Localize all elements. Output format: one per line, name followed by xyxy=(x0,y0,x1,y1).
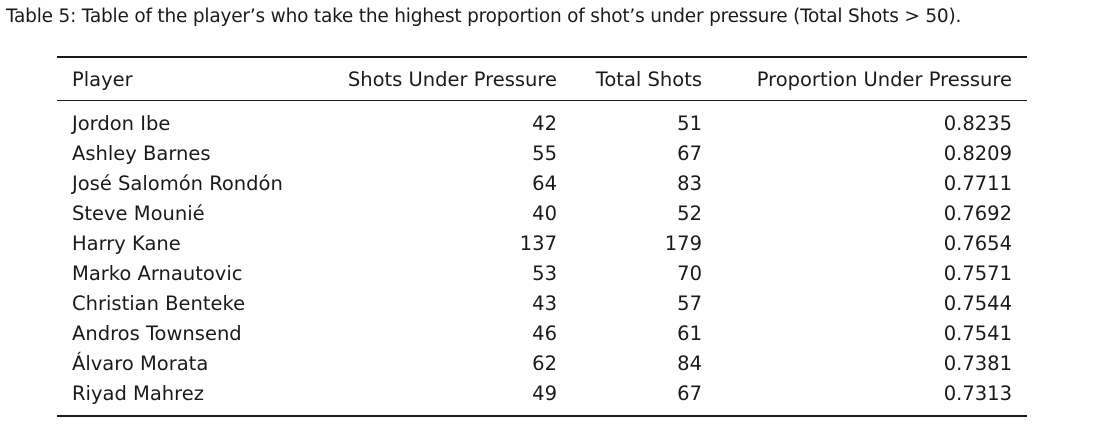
player-cell: Riyad Mahrez xyxy=(57,379,319,417)
header-proportion-under-pressure: Proportion Under Pressure xyxy=(717,56,1027,101)
player-cell: Jordon Ibe xyxy=(72,112,171,135)
player-cell: Christian Benteke xyxy=(72,292,246,315)
table-body: Jordon Ibe 42 51 0.8235 Ashley Barnes 55 67 0.8… xyxy=(57,101,1027,417)
proportion-cell: 0.8235 xyxy=(943,112,1012,135)
proportion-cell: 0.8209 xyxy=(943,142,1012,165)
header-total-shots: Total Shots xyxy=(572,56,717,101)
shots-under-pressure-cell: 62 xyxy=(532,352,557,375)
proportion-cell: 0.7313 xyxy=(717,379,1027,417)
shots-under-pressure-cell: 40 xyxy=(532,202,557,225)
shots-under-pressure-cell: 137 xyxy=(519,232,557,255)
shots-under-pressure-cell: 49 xyxy=(319,379,572,417)
player-cell: Harry Kane xyxy=(72,232,181,255)
proportion-cell: 0.7541 xyxy=(943,322,1012,345)
table-row: Andros Townsend 46 61 0.7541 xyxy=(57,319,1027,349)
table-caption: Table 5: Table of the player’s who take … xyxy=(6,6,962,27)
total-shots-cell: 70 xyxy=(677,262,702,285)
proportion-cell: 0.7544 xyxy=(943,292,1012,315)
table-row: Harry Kane 137 179 0.7654 xyxy=(57,229,1027,259)
player-cell: Steve Mounié xyxy=(72,202,205,225)
table-row: Jordon Ibe 42 51 0.8235 xyxy=(57,101,1027,140)
data-table-container: Player Shots Under Pressure Total Shots … xyxy=(57,56,1027,417)
player-cell: José Salomón Rondón xyxy=(72,172,283,195)
total-shots-cell: 84 xyxy=(677,352,702,375)
header-shots-under-pressure: Shots Under Pressure xyxy=(319,56,572,101)
player-cell: Marko Arnautovic xyxy=(72,262,243,285)
table-row: Marko Arnautovic 53 70 0.7571 xyxy=(57,259,1027,289)
proportion-cell: 0.7654 xyxy=(943,232,1012,255)
proportion-cell: 0.7571 xyxy=(943,262,1012,285)
shots-under-pressure-cell: 53 xyxy=(532,262,557,285)
table-row: Ashley Barnes 55 67 0.8209 xyxy=(57,139,1027,169)
table-row: Álvaro Morata 62 84 0.7381 xyxy=(57,349,1027,379)
shots-under-pressure-cell: 43 xyxy=(532,292,557,315)
total-shots-cell: 61 xyxy=(677,322,702,345)
data-table: Player Shots Under Pressure Total Shots … xyxy=(57,56,1027,417)
total-shots-cell: 52 xyxy=(677,202,702,225)
shots-under-pressure-cell: 42 xyxy=(532,112,557,135)
shots-under-pressure-cell: 55 xyxy=(532,142,557,165)
shots-under-pressure-cell: 46 xyxy=(532,322,557,345)
total-shots-cell: 51 xyxy=(677,112,702,135)
table-row: José Salomón Rondón 64 83 0.7711 xyxy=(57,169,1027,199)
shots-under-pressure-cell: 64 xyxy=(532,172,557,195)
proportion-cell: 0.7381 xyxy=(943,352,1012,375)
proportion-cell: 0.7692 xyxy=(943,202,1012,225)
table-row: Riyad Mahrez 49 67 0.7313 xyxy=(57,379,1027,417)
player-cell: Álvaro Morata xyxy=(72,352,209,375)
proportion-cell: 0.7711 xyxy=(943,172,1012,195)
total-shots-cell: 83 xyxy=(677,172,702,195)
table-row: Steve Mounié 40 52 0.7692 xyxy=(57,199,1027,229)
header-row: Player Shots Under Pressure Total Shots … xyxy=(57,56,1027,101)
total-shots-cell: 67 xyxy=(572,379,717,417)
player-cell: Andros Townsend xyxy=(72,322,242,345)
player-cell: Ashley Barnes xyxy=(72,142,211,165)
table-row: Christian Benteke 43 57 0.7544 xyxy=(57,289,1027,319)
total-shots-cell: 57 xyxy=(677,292,702,315)
total-shots-cell: 179 xyxy=(664,232,702,255)
total-shots-cell: 67 xyxy=(677,142,702,165)
header-player: Player xyxy=(57,56,319,101)
table-header: Player Shots Under Pressure Total Shots … xyxy=(57,56,1027,101)
